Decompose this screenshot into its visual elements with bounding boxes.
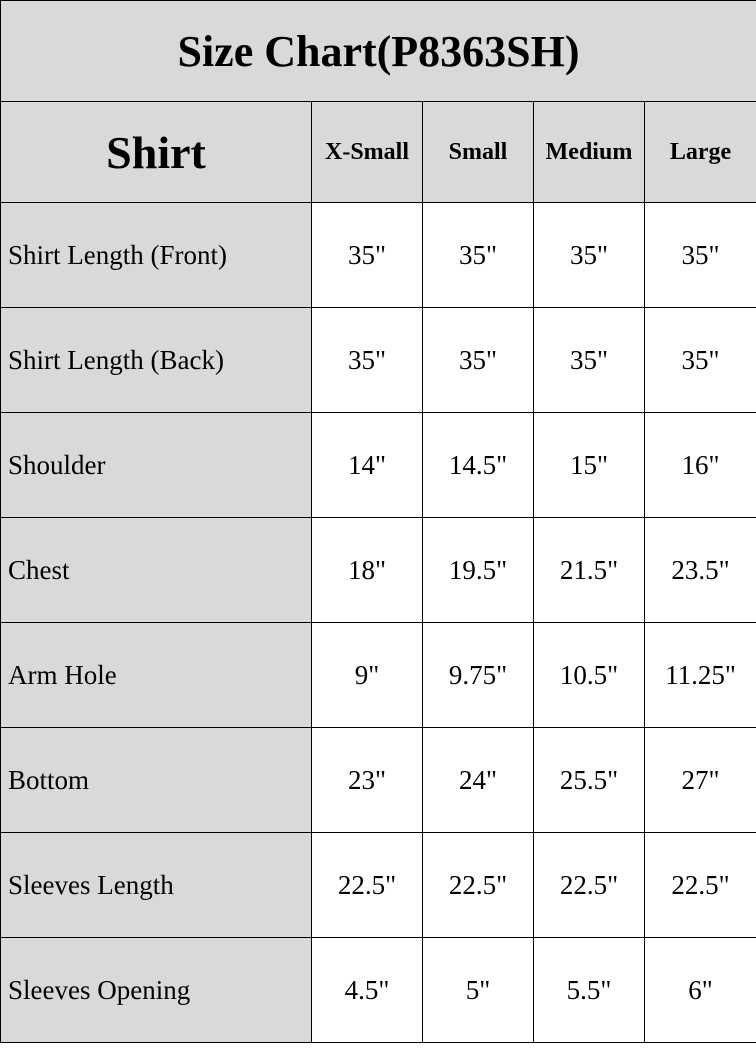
measurement-value: 6"	[643, 937, 756, 1043]
measurement-value: 25.5"	[533, 727, 645, 833]
table-row: Sleeves Length 22.5" 22.5" 22.5" 22.5"	[0, 832, 756, 938]
size-header-medium: Medium	[533, 101, 645, 203]
measurement-label: Sleeves Length	[0, 832, 312, 938]
measurement-value: 21.5"	[533, 517, 645, 623]
measurement-label: Arm Hole	[0, 622, 312, 728]
measurement-value: 16"	[643, 412, 756, 518]
measurement-value: 23.5"	[643, 517, 756, 623]
measurement-value: 18"	[311, 517, 423, 623]
measurement-value: 22.5"	[643, 832, 756, 938]
table-row: Chest 18" 19.5" 21.5" 23.5"	[0, 517, 756, 623]
measurement-value: 27"	[643, 727, 756, 833]
measurement-value: 22.5"	[311, 832, 423, 938]
measurement-value: 4.5"	[311, 937, 423, 1043]
measurement-value: 11.25"	[643, 622, 756, 728]
measurement-value: 35"	[422, 307, 534, 413]
measurement-value: 14.5"	[422, 412, 534, 518]
table-row: Shirt Length (Back) 35" 35" 35" 35"	[0, 307, 756, 413]
table-row: Sleeves Opening 4.5" 5" 5.5" 6"	[0, 937, 756, 1043]
measurement-value: 35"	[643, 202, 756, 308]
size-header-x-small: X-Small	[311, 101, 423, 203]
measurement-label: Shoulder	[0, 412, 312, 518]
measurement-label: Chest	[0, 517, 312, 623]
measurement-value: 5"	[422, 937, 534, 1043]
table-row: Arm Hole 9" 9.75" 10.5" 11.25"	[0, 622, 756, 728]
measurement-value: 24"	[422, 727, 534, 833]
measurement-value: 35"	[643, 307, 756, 413]
measurement-value: 9.75"	[422, 622, 534, 728]
measurement-value: 23"	[311, 727, 423, 833]
size-header-small: Small	[422, 101, 534, 203]
measurement-value: 9"	[311, 622, 423, 728]
category-header: Shirt	[0, 101, 312, 203]
chart-title: Size Chart(P8363SH)	[0, 0, 756, 102]
measurement-value: 35"	[533, 307, 645, 413]
measurement-value: 35"	[422, 202, 534, 308]
table-row: Shirt Length (Front) 35" 35" 35" 35"	[0, 202, 756, 308]
measurement-value: 35"	[311, 202, 423, 308]
measurement-value: 35"	[311, 307, 423, 413]
measurement-value: 14"	[311, 412, 423, 518]
size-header-large: Large	[643, 101, 756, 203]
measurement-value: 15"	[533, 412, 645, 518]
measurement-label: Bottom	[0, 727, 312, 833]
table-row: Shoulder 14" 14.5" 15" 16"	[0, 412, 756, 518]
measurement-value: 35"	[533, 202, 645, 308]
header-row: Shirt X-Small Small Medium Large	[0, 101, 756, 203]
measurement-value: 10.5"	[533, 622, 645, 728]
measurement-value: 22.5"	[422, 832, 534, 938]
measurement-label: Shirt Length (Front)	[0, 202, 312, 308]
measurement-label: Sleeves Opening	[0, 937, 312, 1043]
measurement-value: 5.5"	[533, 937, 645, 1043]
table-row: Bottom 23" 24" 25.5" 27"	[0, 727, 756, 833]
measurement-value: 22.5"	[533, 832, 645, 938]
measurement-value: 19.5"	[422, 517, 534, 623]
measurement-label: Shirt Length (Back)	[0, 307, 312, 413]
